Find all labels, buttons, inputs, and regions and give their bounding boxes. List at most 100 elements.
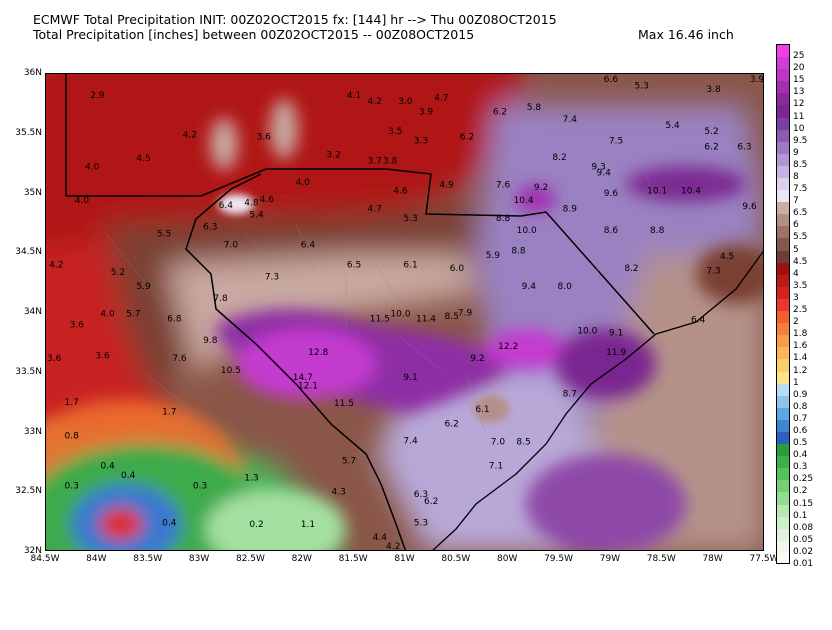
precip-value-label: 0.2	[249, 520, 263, 530]
precip-value-label: 10.0	[390, 310, 410, 320]
colorbar-level-label: 3	[793, 292, 799, 303]
colorbar-level-label: 7.5	[793, 184, 808, 195]
precip-value-label: 7.5	[609, 136, 623, 146]
lon-tick-label: 83W	[188, 554, 210, 564]
lon-tick-label: 82W	[291, 554, 312, 564]
precip-value-label: 4.2	[183, 130, 197, 140]
precip-value-label: 9.6	[604, 189, 619, 199]
max-value-label: Max 16.46 inch	[638, 27, 734, 42]
precip-value-label: 3.6	[257, 133, 272, 143]
colorbar-swatch	[777, 492, 789, 506]
precip-value-label: 5.2	[111, 268, 125, 278]
precip-value-label: 5.7	[342, 457, 356, 467]
precip-value-label: 1.1	[301, 520, 315, 530]
precip-value-label: 11.9	[606, 348, 626, 358]
precip-value-label: 0.3	[65, 482, 79, 492]
precip-value-label: 6.4	[691, 316, 706, 326]
precip-value-label: 9.1	[403, 373, 417, 383]
precip-value-label: 4.0	[85, 163, 100, 173]
precip-value-label: 5.7	[126, 310, 140, 320]
lat-tick-label: 32N	[23, 546, 42, 556]
precip-value-label: 7.4	[563, 115, 578, 125]
colorbar-swatch	[777, 528, 789, 542]
precip-value-label: 8.8	[496, 214, 511, 224]
light-green-patch	[206, 489, 346, 550]
precip-value-label: 3.9	[750, 75, 764, 85]
precip-value-label: 5.3	[635, 81, 649, 91]
colorbar-swatch	[777, 45, 789, 58]
precip-value-label: 5.4	[665, 121, 680, 131]
colorbar-swatch	[777, 250, 789, 264]
colorbar-swatch	[777, 359, 789, 373]
header-line-1: ECMWF Total Precipitation INIT: 00Z02OCT…	[33, 12, 557, 27]
precip-value-label: 4.9	[439, 181, 454, 191]
colorbar-level-label: 0.3	[793, 462, 808, 473]
precip-value-label: 0.4	[162, 519, 177, 529]
precip-value-label: 7.1	[489, 461, 503, 471]
red-band-north	[46, 74, 524, 282]
precip-value-label: 3.5	[388, 127, 402, 137]
colorbar-level-label: 0.08	[793, 522, 814, 533]
white-spot	[218, 194, 254, 214]
colorbar	[776, 44, 790, 564]
colorbar-swatch	[777, 274, 789, 288]
precip-value-label: 3.8	[383, 157, 398, 167]
colorbar-swatch	[777, 298, 789, 312]
precip-field-mid	[46, 99, 763, 550]
precip-value-label: 4.4	[373, 533, 388, 543]
precip-value-label: 3.6	[47, 354, 62, 364]
precip-value-label: 11.5	[334, 399, 354, 409]
magenta-peak-2	[486, 329, 566, 369]
precip-value-label: 6.4	[219, 201, 234, 211]
colorbar-level-label: 1.4	[793, 353, 808, 364]
lat-tick-label: 35.5N	[15, 127, 42, 138]
coastline	[432, 250, 763, 550]
lat-tick-label: 35N	[23, 187, 42, 198]
precip-value-label: 1.7	[65, 398, 79, 408]
precip-value-label: 6.0	[450, 264, 465, 274]
colorbar-level-label: 6	[793, 220, 799, 231]
precip-value-label: 4.6	[260, 195, 275, 205]
precip-value-label: 8.8	[650, 226, 665, 236]
precip-value-label: 5.3	[414, 519, 428, 529]
map-canvas: 2.9 4.14.2 3.0 4.73.9 6.2 5.86.65.3 3.83.97.45…	[46, 74, 764, 550]
precip-value-label: 4.8	[244, 199, 259, 209]
precip-value-label: 9.6	[742, 202, 757, 212]
precip-value-label: 4.5	[720, 252, 734, 262]
precip-value-label: 9.4	[597, 169, 612, 179]
colorbar-level-label: 0.2	[793, 486, 808, 497]
precip-value-label: 9.2	[534, 183, 548, 193]
colorbar-level-label: 1.2	[793, 365, 808, 376]
colorbar-level-label: 0.02	[793, 546, 814, 557]
precip-value-label: 7.3	[706, 267, 720, 277]
precip-value-label: 4.7	[434, 93, 448, 103]
precip-value-label: 6.2	[460, 133, 474, 143]
colorbar-swatch	[777, 262, 789, 276]
colorbar-swatch	[777, 444, 789, 457]
precip-value-label: 3.0	[398, 97, 413, 107]
precip-value-label: 8.2	[552, 153, 566, 163]
colorbar-swatch	[777, 129, 789, 143]
precip-value-label: 10.0	[577, 326, 597, 336]
precip-value-label: 4.5	[136, 154, 150, 164]
precip-value-label: 5.8	[527, 103, 542, 113]
precip-value-label: 6.3	[737, 142, 751, 152]
colorbar-level-label: 7	[793, 196, 799, 207]
colorbar-swatch	[777, 57, 789, 70]
colorbar-swatch	[777, 347, 789, 360]
precip-value-label: 3.2	[326, 151, 340, 161]
colorbar-swatch	[777, 431, 789, 445]
precip-value-label: 0.4	[121, 471, 136, 481]
precip-value-label: 8.5	[445, 312, 459, 322]
precip-value-label: 4.1	[347, 91, 361, 101]
precip-value-label: 6.4	[301, 240, 316, 250]
colorbar-level-label: 4	[793, 268, 799, 279]
magenta-ne-2	[516, 185, 556, 213]
precip-value-label: 9.1	[609, 329, 623, 339]
colorbar-swatch	[777, 226, 789, 240]
ga-sc-border	[185, 173, 407, 550]
precip-value-label: 1.7	[162, 408, 176, 418]
tan-spot-1	[473, 395, 509, 423]
colorbar-swatch	[777, 456, 789, 469]
colorbar-level-label: 9	[793, 147, 799, 158]
